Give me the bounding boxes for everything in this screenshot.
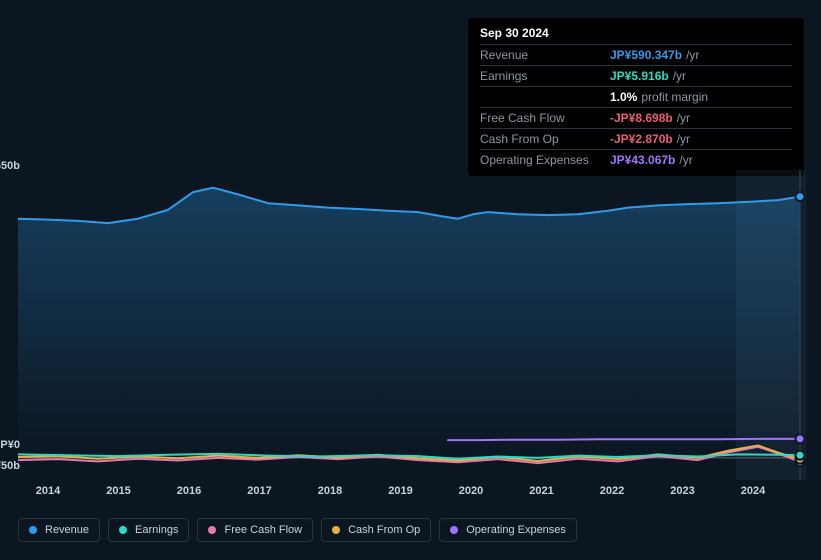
legend: Revenue Earnings Free Cash Flow Cash From O… — [18, 518, 577, 542]
legend-dot-icon — [332, 526, 340, 534]
legend-label: Cash From Op — [348, 524, 420, 536]
x-axis-label: 2021 — [529, 485, 553, 497]
tooltip-row: RevenueJP¥590.347b/yr — [480, 45, 792, 66]
x-axis-label: 2020 — [459, 485, 483, 497]
tooltip-row-label: Cash From Op — [480, 131, 610, 147]
legend-label: Free Cash Flow — [224, 524, 302, 536]
chart-area[interactable]: JP¥650bJP¥0-JP¥50b 201420152016201720182… — [18, 160, 806, 500]
legend-item[interactable]: Revenue — [18, 518, 100, 542]
x-axis-label: 2023 — [670, 485, 694, 497]
x-axis-label: 2024 — [741, 485, 765, 497]
tooltip-row-value: JP¥590.347b — [610, 47, 682, 63]
tooltip-row-suffix: /yr — [686, 47, 699, 63]
legend-dot-icon — [450, 526, 458, 534]
tooltip-row-label: Free Cash Flow — [480, 110, 610, 126]
tooltip-row-suffix: /yr — [677, 131, 690, 147]
x-axis-label: 2015 — [106, 485, 130, 497]
tooltip-row-suffix: profit margin — [641, 89, 708, 105]
tooltip-row-suffix: /yr — [673, 68, 686, 84]
tooltip-rows: RevenueJP¥590.347b/yrEarningsJP¥5.916b/y… — [480, 45, 792, 170]
tooltip-row: Cash From Op-JP¥2.870b/yr — [480, 129, 792, 150]
tooltip-row-suffix: /yr — [677, 110, 690, 126]
x-axis-label: 2019 — [388, 485, 412, 497]
x-axis-label: 2018 — [318, 485, 342, 497]
tooltip-row: Free Cash Flow-JP¥8.698b/yr — [480, 108, 792, 129]
legend-label: Revenue — [45, 524, 89, 536]
y-axis-label: JP¥650b — [0, 160, 20, 172]
tooltip-row-value: JP¥5.916b — [610, 68, 669, 84]
legend-item[interactable]: Free Cash Flow — [197, 518, 313, 542]
legend-label: Operating Expenses — [466, 524, 566, 536]
tooltip-panel: Sep 30 2024 RevenueJP¥590.347b/yrEarning… — [468, 18, 804, 176]
x-axis-label: 2016 — [177, 485, 201, 497]
legend-item[interactable]: Operating Expenses — [439, 518, 577, 542]
tooltip-row-label: Revenue — [480, 47, 610, 63]
tooltip-row: 1.0%profit margin — [480, 87, 792, 108]
tooltip-row-label: Earnings — [480, 68, 610, 84]
legend-dot-icon — [119, 526, 127, 534]
tooltip-row: EarningsJP¥5.916b/yr — [480, 66, 792, 87]
legend-dot-icon — [208, 526, 216, 534]
legend-item[interactable]: Cash From Op — [321, 518, 431, 542]
tooltip-row-value: -JP¥2.870b — [610, 131, 673, 147]
chart-container: Sep 30 2024 RevenueJP¥590.347b/yrEarning… — [0, 0, 821, 560]
y-axis-label: -JP¥50b — [0, 460, 20, 472]
legend-item[interactable]: Earnings — [108, 518, 189, 542]
x-axis-label: 2014 — [36, 485, 60, 497]
legend-label: Earnings — [135, 524, 178, 536]
tooltip-date: Sep 30 2024 — [480, 26, 792, 45]
tooltip-row-value: 1.0% — [610, 89, 637, 105]
x-axis-label: 2017 — [247, 485, 271, 497]
y-axis-label: JP¥0 — [0, 439, 20, 451]
legend-dot-icon — [29, 526, 37, 534]
chart-svg — [18, 170, 806, 480]
tooltip-row-value: -JP¥8.698b — [610, 110, 673, 126]
x-axis-label: 2022 — [600, 485, 624, 497]
